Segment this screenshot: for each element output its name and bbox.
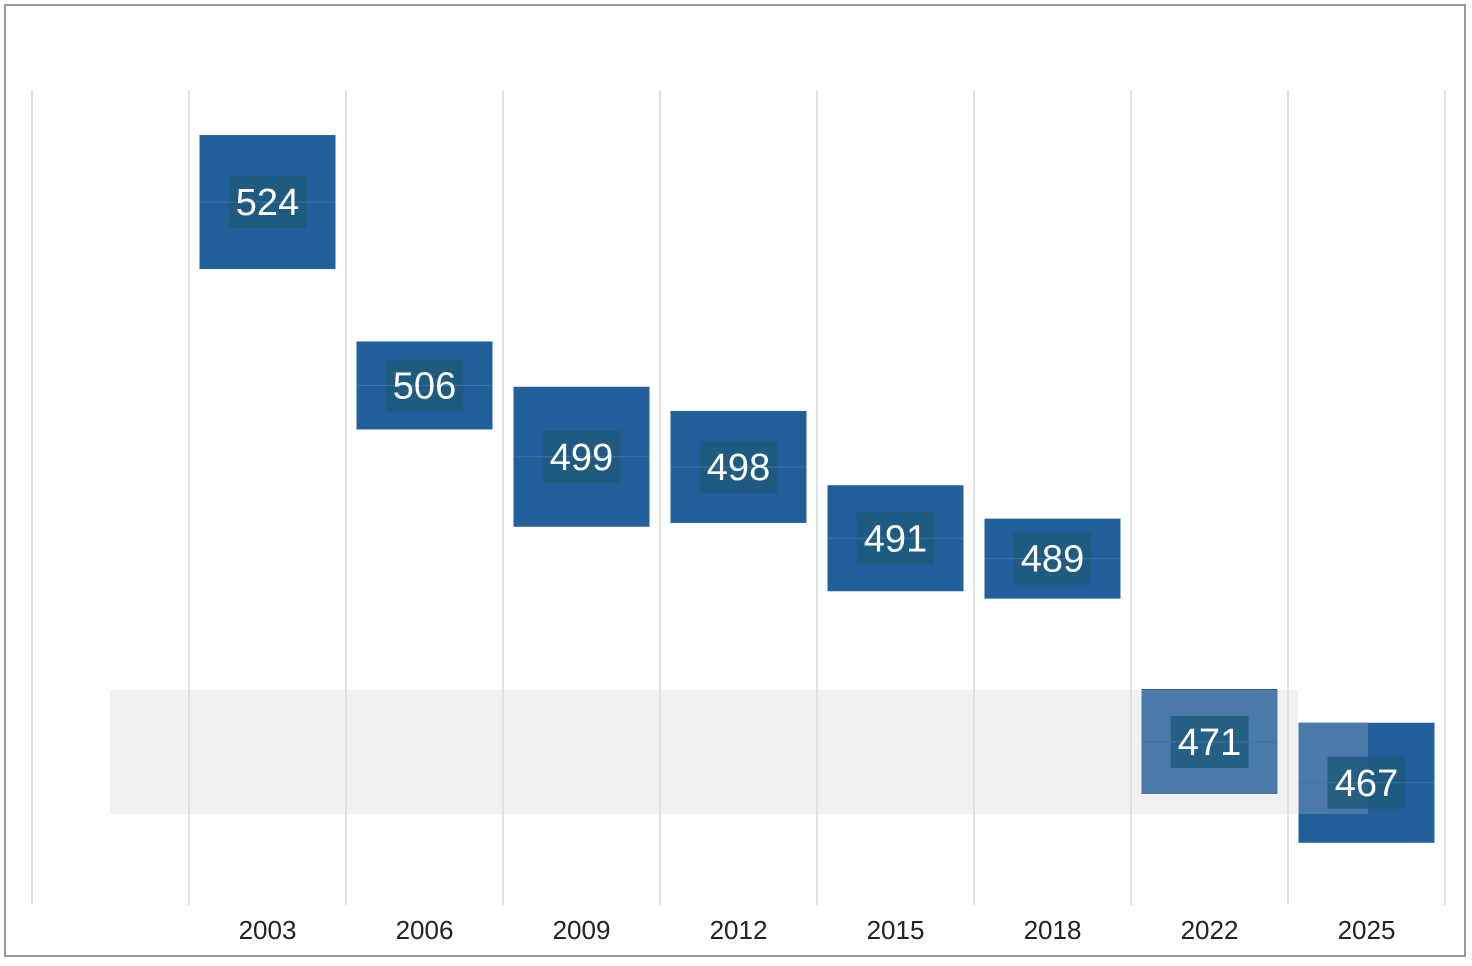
x-tick-label: 2015 xyxy=(867,915,925,945)
data-label: 524 xyxy=(236,182,299,224)
data-label: 491 xyxy=(864,518,927,560)
x-tick-label: 2006 xyxy=(396,915,454,945)
x-tick-label: 2012 xyxy=(710,915,768,945)
data-label: 467 xyxy=(1335,763,1398,805)
data-label: 506 xyxy=(393,365,456,407)
x-tick-label: 2009 xyxy=(553,915,611,945)
highlight-band xyxy=(110,690,1298,814)
x-tick-label: 2003 xyxy=(239,915,297,945)
x-tick-label: 2018 xyxy=(1024,915,1082,945)
data-label: 499 xyxy=(550,437,613,479)
data-label: 498 xyxy=(707,447,770,489)
x-tick-label: 2025 xyxy=(1338,915,1396,945)
data-label: 471 xyxy=(1178,722,1241,764)
x-tick-label: 2022 xyxy=(1181,915,1239,945)
chart-border xyxy=(4,4,1466,957)
data-label: 489 xyxy=(1021,539,1084,581)
